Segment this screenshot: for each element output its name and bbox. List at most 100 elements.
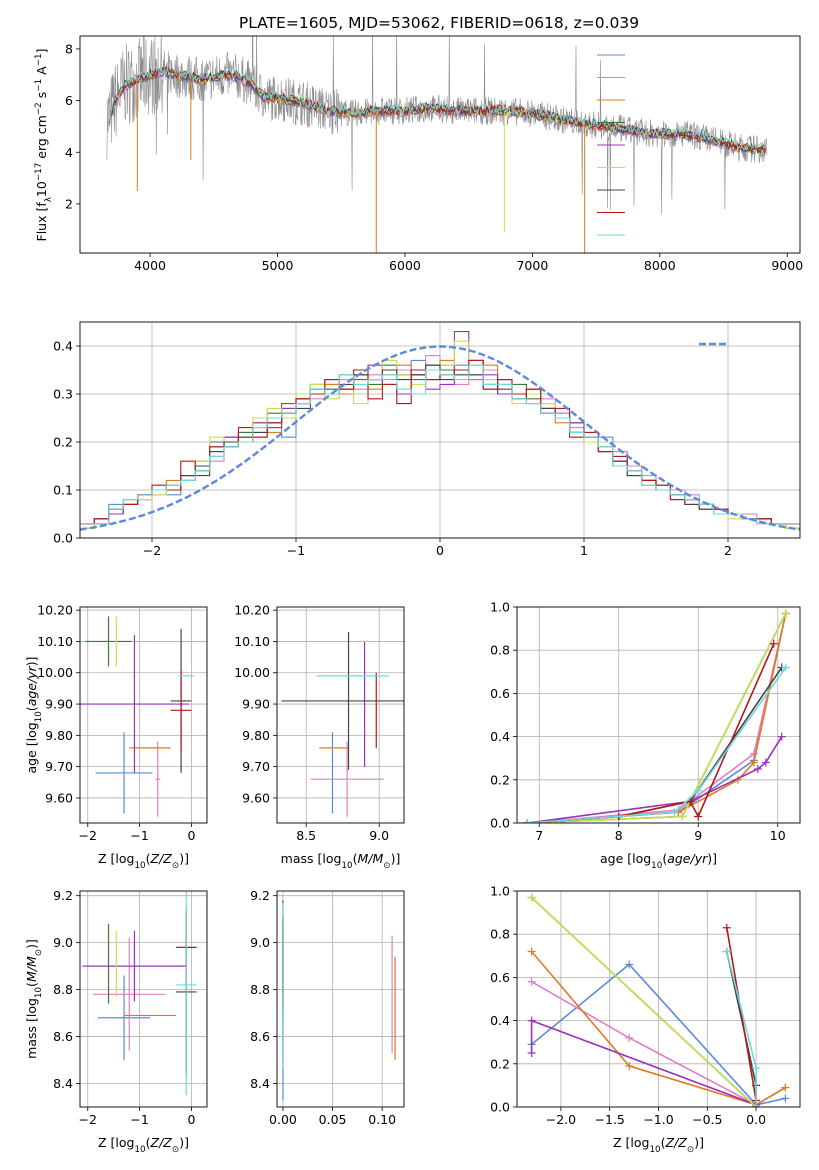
axes-frame [276, 606, 405, 824]
x-axis-label-part: Z [log [613, 1135, 649, 1150]
axes-frame [79, 606, 208, 824]
x-tick-label: 7 [535, 828, 543, 843]
y-axis-label-part: ⊙ [34, 949, 44, 956]
plus-marker [722, 947, 731, 956]
y-tick-label: 8 [65, 41, 73, 56]
y-axis-label-part: age/yr [24, 665, 39, 706]
x-tick-label: 0 [436, 543, 444, 558]
plus-marker [678, 812, 687, 821]
y-axis-label-part: Flux [f [34, 202, 49, 242]
y-tick-label: 0.8 [490, 927, 510, 942]
y-tick-label: 0.2 [490, 1056, 510, 1071]
y-tick-label: 9.80 [45, 728, 73, 743]
panel-residual_histogram: −2 −1 0 1 2 0.0 0.1 0.2 0.3 0.4 [53, 321, 801, 558]
y-tick-label: 0.3 [53, 387, 73, 402]
y-tick-label: 0.2 [53, 435, 73, 450]
y-axis-label-part: )] [24, 656, 39, 666]
plus-marker [781, 1094, 790, 1103]
mass-weight-line [531, 963, 786, 1106]
axes-frame [516, 606, 801, 824]
x-tick-label: 1 [580, 543, 588, 558]
x-axis-label-part: ⊙ [172, 1145, 179, 1155]
x-tick-label: 0.0 [746, 1112, 766, 1127]
x-axis-label-part: Z/Z [150, 1135, 173, 1150]
x-tick-label: −1 [130, 1112, 148, 1127]
y-tick-label: 0.2 [490, 772, 510, 787]
plot-area [106, 36, 768, 253]
y-tick-label: 9.2 [250, 888, 270, 903]
axes-frame [79, 35, 801, 254]
y-axis-label-part: erg cm [34, 115, 49, 163]
y-axis-label-part: 10 [34, 711, 44, 722]
y-axis-label-part: s [34, 92, 49, 103]
x-tick-label: 9 [694, 828, 702, 843]
y-tick-label: 0.0 [53, 531, 73, 546]
x-tick-label: 10 [770, 828, 786, 843]
y-tick-label: 8.6 [250, 1029, 270, 1044]
plot-area [517, 891, 800, 1107]
plus-marker [527, 977, 536, 986]
model-line [108, 69, 766, 155]
y-tick-label: 9.90 [45, 697, 73, 712]
y-tick-label: 6 [65, 93, 73, 108]
x-tick-label: 5000 [262, 258, 294, 273]
y-tick-label: 10.20 [37, 603, 73, 618]
y-tick-label: 8.8 [250, 982, 270, 997]
x-tick-label: 7000 [516, 258, 548, 273]
x-axis-label-part: 10 [341, 861, 352, 871]
x-axis-label-part: Z [log [98, 851, 134, 866]
x-tick-label: −1 [130, 828, 148, 843]
plus-marker [781, 663, 790, 672]
y-axis-label-part: −1 [34, 79, 44, 92]
model-line [108, 65, 766, 151]
axes-frame [276, 890, 405, 1108]
y-tick-label: 0.6 [490, 970, 510, 985]
plot-area [517, 607, 800, 823]
x-tick-label: 0 [187, 828, 195, 843]
x-axis-label-part: )] [694, 1135, 704, 1150]
plus-marker [527, 947, 536, 956]
y-tick-label: 9.0 [53, 935, 73, 950]
y-tick-label: 4 [65, 145, 73, 160]
x-axis-label-part: Z/Z [150, 851, 173, 866]
y-tick-label: 1.0 [490, 600, 510, 615]
plus-marker [527, 1049, 536, 1057]
model-line [108, 69, 766, 156]
x-tick-label: −2 [143, 543, 161, 558]
axes-frame [79, 890, 208, 1108]
plus-marker [625, 1033, 634, 1042]
y-axis-label-part: 10 [34, 987, 44, 998]
x-tick-label: 9000 [771, 258, 803, 273]
y-tick-label: 9.80 [242, 728, 270, 743]
x-tick-label: 6000 [389, 258, 421, 273]
y-tick-label: 0.1 [53, 483, 73, 498]
y-axis-label-part: ( [24, 982, 39, 987]
y-tick-label: 8.6 [53, 1029, 73, 1044]
x-tick-label: 8000 [644, 258, 676, 273]
panel-mass_vs_Z: −2 −1 08.48.68.89.09.2Z [log10(Z/Z⊙)]mass … [24, 888, 208, 1155]
x-axis-label-part: ( [146, 1135, 151, 1150]
figure-title: PLATE=1605, MJD=53062, FIBERID=0618, z=0… [239, 14, 639, 32]
y-tick-label: 8.4 [250, 1076, 270, 1091]
x-axis-label-part: ( [662, 851, 667, 866]
y-axis-label: age [log10(age/yr)] [24, 656, 44, 773]
x-axis-label-part: )] [707, 851, 717, 866]
axes-frame [79, 321, 801, 539]
x-axis-label-part: )] [179, 1135, 189, 1150]
plus-marker [523, 819, 532, 823]
x-tick-label: −0.5 [692, 1112, 722, 1127]
mass-weight-line [726, 927, 757, 1107]
y-axis-label-part: A [34, 66, 49, 79]
y-tick-label: 9.2 [53, 888, 73, 903]
y-tick-label: 0.4 [53, 339, 73, 354]
x-axis-label-part: Z/Z [665, 1135, 688, 1150]
y-tick-label: 0.6 [490, 686, 510, 701]
plus-marker [670, 808, 679, 817]
x-axis-label: Z [log10(Z/Z⊙)] [613, 1135, 704, 1155]
y-tick-label: 10.10 [37, 634, 73, 649]
x-tick-label: 0.05 [319, 1112, 347, 1127]
plus-marker [625, 1061, 634, 1070]
x-axis-label-part: ⊙ [383, 861, 390, 871]
model-line [108, 69, 766, 154]
y-tick-label: 9.70 [242, 759, 270, 774]
